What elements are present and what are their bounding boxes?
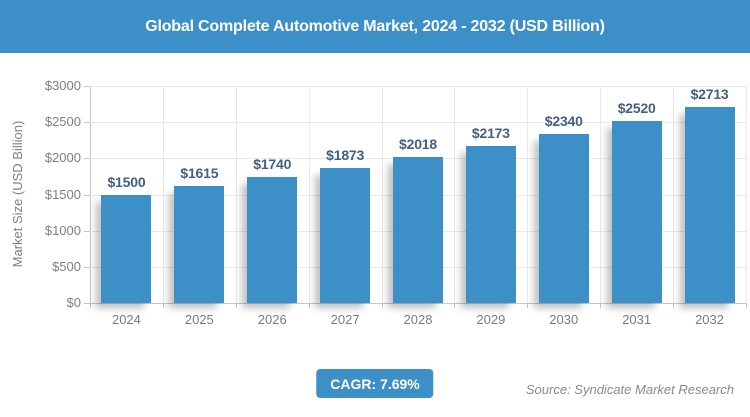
y-tick-label: $2500 bbox=[44, 114, 81, 130]
x-tick-label: 2027 bbox=[330, 312, 360, 327]
bar bbox=[538, 133, 589, 303]
x-tick-mark bbox=[235, 303, 237, 308]
x-tick-mark bbox=[454, 303, 456, 308]
bar bbox=[611, 120, 662, 303]
y-tick-label: $0 bbox=[66, 295, 81, 310]
y-tick-mark bbox=[84, 266, 90, 268]
y-tick-mark bbox=[84, 230, 90, 232]
bar-value-label: $2173 bbox=[471, 124, 510, 141]
chart-title: Global Complete Automotive Market, 2024 … bbox=[145, 17, 605, 35]
bar-value-label: $1740 bbox=[253, 156, 292, 173]
y-tick-label: $1000 bbox=[44, 222, 81, 238]
bar bbox=[320, 167, 371, 303]
y-tick-label: $2000 bbox=[44, 150, 81, 166]
x-tick-label: 2030 bbox=[549, 312, 579, 327]
y-tick-mark bbox=[84, 158, 90, 160]
bar-value-label: $2520 bbox=[617, 99, 656, 116]
x-tick-label: 2025 bbox=[184, 312, 214, 327]
y-tick-mark bbox=[84, 194, 90, 196]
x-tick-label: 2024 bbox=[111, 312, 141, 327]
y-tick-mark bbox=[84, 303, 90, 304]
source-credit: Source: Syndicate Market Research bbox=[525, 382, 734, 397]
x-axis-line bbox=[90, 303, 746, 304]
bar-value-label: $1500 bbox=[107, 173, 146, 190]
x-tick-label: 2032 bbox=[695, 312, 724, 327]
x-tick-label: 2029 bbox=[476, 312, 506, 327]
chart-title-bar: Global Complete Automotive Market, 2024 … bbox=[0, 0, 750, 53]
bar bbox=[465, 145, 516, 303]
y-tick-label: $500 bbox=[52, 258, 81, 274]
x-tick-mark bbox=[527, 303, 529, 308]
x-tick-mark bbox=[381, 303, 383, 308]
bar-value-label: $2713 bbox=[690, 85, 729, 102]
x-tick-label: 2026 bbox=[257, 312, 287, 327]
y-tick-mark bbox=[84, 86, 90, 87]
cagr-badge: CAGR: 7.69% bbox=[316, 369, 434, 398]
y-tick-label: $3000 bbox=[44, 78, 81, 93]
bar bbox=[247, 177, 298, 303]
x-tick-mark bbox=[90, 303, 91, 308]
x-tick-mark bbox=[746, 303, 747, 308]
bar bbox=[684, 106, 735, 303]
y-tick-label: $1500 bbox=[44, 186, 81, 202]
cagr-label: CAGR: 7.69% bbox=[330, 375, 420, 392]
x-tick-label: 2028 bbox=[403, 312, 433, 327]
h-gridline bbox=[90, 122, 746, 124]
bar-value-label: $1873 bbox=[326, 146, 365, 163]
x-tick-label: 2031 bbox=[622, 312, 652, 327]
bar bbox=[393, 157, 443, 303]
x-tick-mark bbox=[673, 303, 675, 308]
y-tick-mark bbox=[84, 122, 90, 124]
v-gridline bbox=[746, 86, 747, 303]
bar-value-label: $2018 bbox=[399, 136, 437, 153]
x-tick-mark bbox=[308, 303, 310, 308]
x-tick-mark bbox=[600, 303, 602, 308]
x-tick-mark bbox=[162, 303, 164, 308]
bar-value-label: $2340 bbox=[544, 112, 583, 129]
bar-value-label: $1615 bbox=[180, 165, 219, 182]
bar bbox=[174, 186, 225, 303]
h-gridline bbox=[90, 86, 746, 87]
bar bbox=[101, 194, 152, 303]
